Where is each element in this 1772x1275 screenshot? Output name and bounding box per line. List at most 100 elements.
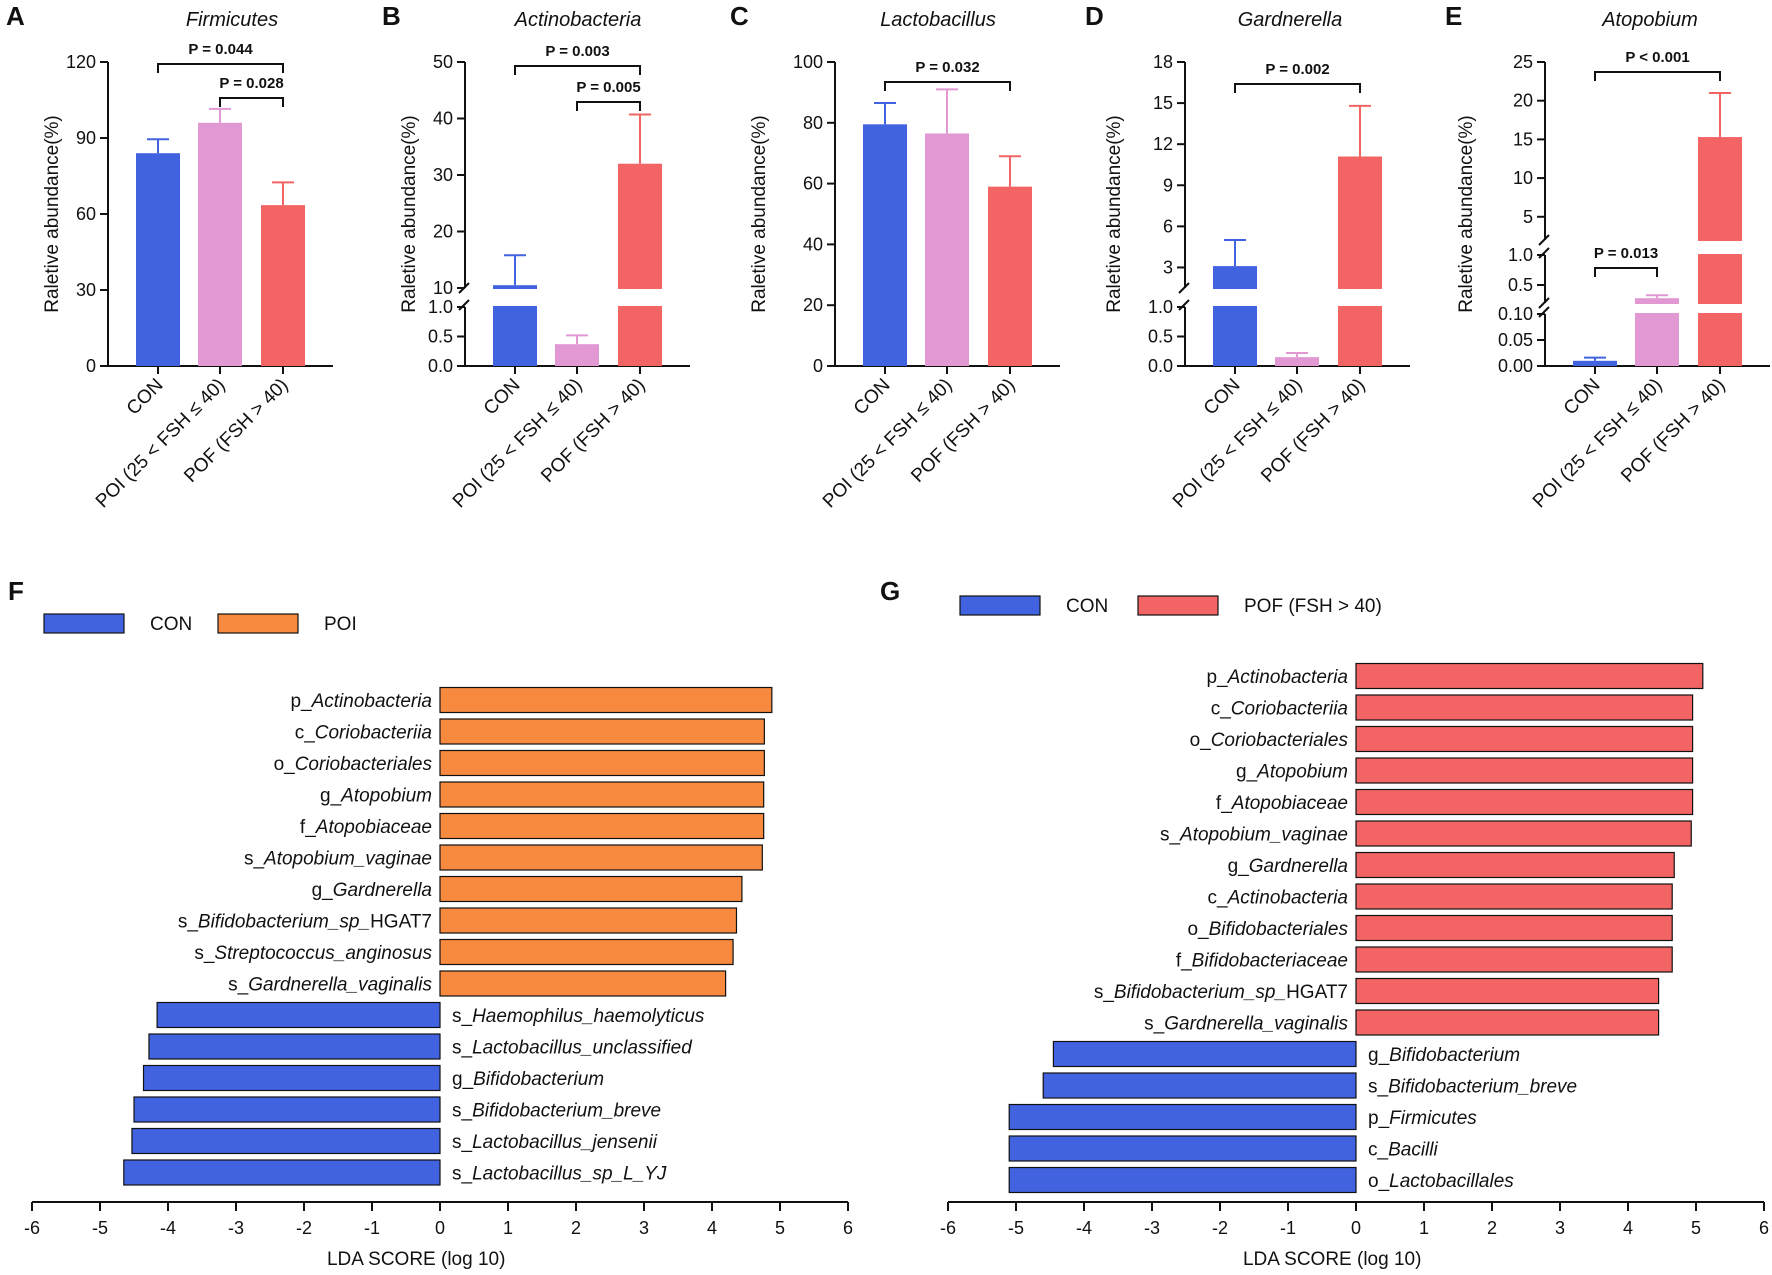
taxon-label: c_Bacilli <box>1368 1140 1438 1161</box>
bar <box>1275 357 1319 366</box>
x-tick-label: 0 <box>435 1218 445 1238</box>
bar <box>1573 360 1617 366</box>
taxon-prefix: o_ <box>1190 730 1212 751</box>
panel-B: B Actinobacteria Raletive abundance(%) 0.0 0… <box>382 1 690 512</box>
lda-bar <box>439 781 765 808</box>
lda-bar <box>148 1033 441 1060</box>
lda-bar <box>156 1001 441 1029</box>
taxon-prefix: o_ <box>1187 919 1209 940</box>
legend-label: POI <box>324 614 357 635</box>
panel-C: C Lactobacillus Raletive abundance(%) 0 20 40… <box>730 1 1060 512</box>
taxon-prefix: s_ <box>1144 1014 1165 1035</box>
taxon-prefix: o_ <box>274 754 296 775</box>
taxon-prefix: g_ <box>1368 1045 1390 1066</box>
taxon-name: Atopobium_vaginae <box>263 849 432 870</box>
x-axis-label: LDA SCORE (log 10) <box>1243 1249 1421 1270</box>
panel-E: E Atopobium Raletive abundance(%) 0.00 0.05 0… <box>1445 1 1770 512</box>
lda-bar <box>439 844 763 871</box>
lda-bar <box>1008 1166 1357 1194</box>
taxon-name: Actinobacteria <box>1227 667 1348 688</box>
significance-bracket <box>1234 83 1361 93</box>
category-label: CON <box>850 375 895 420</box>
p-value-label: P = 0.013 <box>1594 245 1658 262</box>
lda-bar <box>439 718 765 745</box>
taxon-label: o_Coriobacteriales <box>1190 730 1349 751</box>
y-tick-label: 1.0 <box>1148 297 1173 317</box>
lda-bar <box>1355 725 1694 753</box>
significance-bracket <box>884 81 1011 91</box>
y-tick-label: 15 <box>1153 93 1173 113</box>
panel-letter: F <box>8 576 24 606</box>
taxon-name: Actinobacteria <box>1227 888 1348 909</box>
taxon-name: Bacilli <box>1388 1140 1438 1161</box>
axis-break-mark <box>1538 247 1550 259</box>
taxon-prefix: f_ <box>1216 793 1232 814</box>
taxon-label: s_Atopobium_vaginae <box>244 849 432 870</box>
taxon-name: Bifidobacteriales <box>1209 919 1349 940</box>
taxon-label: o_Coriobacteriales <box>274 754 433 775</box>
taxon-prefix: g_ <box>1236 762 1258 783</box>
legend-label: CON <box>150 614 192 635</box>
bar <box>988 186 1032 366</box>
taxon-label: p_Actinobacteria <box>290 691 432 712</box>
taxon-prefix: s_ <box>452 1132 473 1153</box>
x-tick-label: 1 <box>503 1218 513 1238</box>
y-tick-label: 60 <box>76 204 96 224</box>
taxon-label: s_Lactobacillus_sp_L_YJ <box>452 1164 667 1185</box>
y-tick-label: 25 <box>1513 52 1533 72</box>
bar <box>618 163 662 366</box>
taxon-label: c_Coriobacteriia <box>295 723 432 744</box>
category-label: CON <box>480 375 525 420</box>
x-tick-label: 4 <box>1623 1218 1633 1238</box>
chart-title: Atopobium <box>1601 9 1698 31</box>
lda-bar <box>439 970 727 997</box>
taxon-prefix: c_ <box>1368 1140 1389 1161</box>
taxon-name: Bifidobacterium_breve <box>472 1101 661 1122</box>
lda-bar <box>1355 946 1673 973</box>
lda-bar <box>131 1127 441 1155</box>
panel-letter: E <box>1445 1 1462 31</box>
taxon-label: g_Atopobium <box>1236 762 1348 783</box>
lda-bar <box>439 749 765 777</box>
taxon-label: p_Firmicutes <box>1368 1108 1477 1129</box>
taxon-name: Bifidobacterium_sp_ <box>198 912 370 933</box>
x-tick-label: 0 <box>1351 1218 1361 1238</box>
y-tick-label: 10 <box>433 278 453 298</box>
taxon-name: Atopobium_vaginae <box>1179 825 1348 846</box>
x-tick-label: -5 <box>1008 1218 1024 1238</box>
x-tick-label: 2 <box>571 1218 581 1238</box>
y-tick-label: 0.5 <box>1148 327 1173 347</box>
taxon-label: s_Streptococcus_anginosus <box>194 943 432 964</box>
y-axis-label: Raletive abundance(%) <box>749 115 770 313</box>
y-tick-label: 9 <box>1163 175 1173 195</box>
legend-swatch <box>217 613 299 634</box>
taxon-name: Haemophilus_haemolyticus <box>472 1006 705 1027</box>
taxon-label: o_Bifidobacteriales <box>1187 919 1348 940</box>
taxon-prefix: p_ <box>290 691 312 712</box>
taxon-name: Streptococcus_anginosus <box>214 943 432 964</box>
taxon-label: s_Gardnerella_vaginalis <box>1144 1014 1348 1035</box>
y-tick-label: 40 <box>433 109 453 129</box>
lda-bar <box>1355 1009 1660 1036</box>
taxon-prefix: s_ <box>1160 825 1181 846</box>
taxon-prefix: s_ <box>1094 982 1115 1003</box>
y-tick-label: 100 <box>793 52 823 72</box>
taxon-label: p_Actinobacteria <box>1206 667 1348 688</box>
lda-bar <box>439 812 765 840</box>
y-tick-label: 0 <box>86 356 96 376</box>
lda-bar <box>439 938 734 966</box>
taxon-name: Gardnerella_vaginalis <box>1164 1014 1348 1035</box>
x-tick-label: -2 <box>296 1218 312 1238</box>
legend-label: CON <box>1066 596 1108 617</box>
taxon-name: Atopobiaceae <box>315 817 432 838</box>
taxon-prefix: c_ <box>1208 888 1229 909</box>
taxon-name: Lactobacillus_unclassified <box>472 1038 693 1059</box>
y-tick-label: 0.10 <box>1498 304 1533 324</box>
category-label: CON <box>123 375 168 420</box>
taxon-name: Lactobacillales <box>1389 1171 1514 1192</box>
taxon-label: g_Gardnerella <box>1228 856 1348 877</box>
taxon-name: Bifidobacterium_sp_ <box>1114 982 1286 1003</box>
taxon-name: Atopobium <box>1256 762 1348 783</box>
taxon-prefix: s_ <box>452 1101 473 1122</box>
